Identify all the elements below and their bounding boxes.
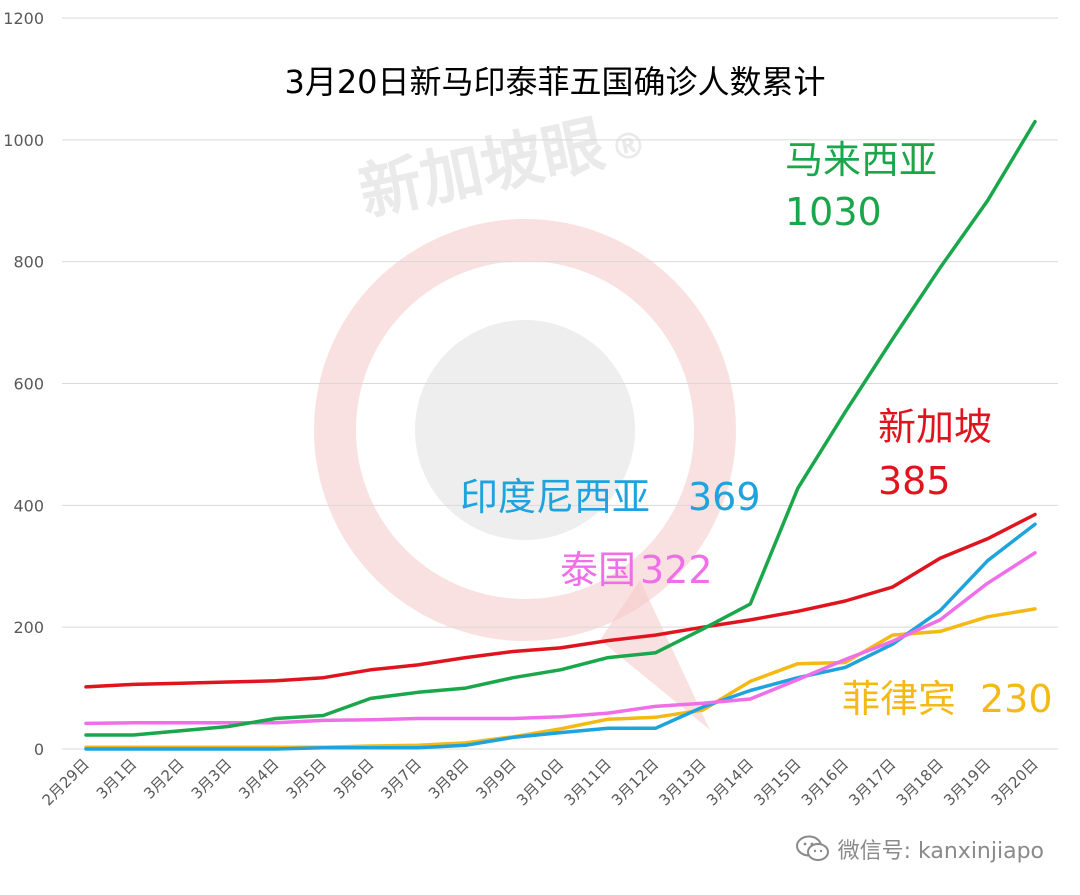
annotation-malaysia: 马来西亚 1030 xyxy=(785,138,937,234)
annotation-malaysia-name: 马来西亚 xyxy=(785,138,937,182)
annotation-singapore-name: 新加坡 xyxy=(878,405,992,449)
watermark-text: 新加坡眼® xyxy=(353,98,652,230)
annotation-indonesia: 印度尼西亚 369 xyxy=(460,475,761,519)
series-lines xyxy=(84,119,1037,751)
x-tick-label: 3月11日 xyxy=(561,755,615,809)
wechat-icon xyxy=(795,835,829,861)
footer-text: 微信号: kanxinjiapo xyxy=(837,839,1044,864)
footer: 微信号: kanxinjiapo xyxy=(795,833,1044,865)
x-tick-label: 3月7日 xyxy=(378,755,425,802)
x-tick-label: 3月4日 xyxy=(235,755,282,802)
y-tick-label: 1000 xyxy=(3,131,44,150)
annotation-philippines-name: 菲律宾 xyxy=(842,677,956,721)
watermark-logo xyxy=(314,219,736,730)
x-tick-label: 3月9日 xyxy=(472,755,519,802)
y-tick-label: 800 xyxy=(13,253,44,272)
x-tick-label: 3月1日 xyxy=(93,755,140,802)
y-tick-label: 0 xyxy=(34,740,44,759)
series-line-4 xyxy=(84,607,1037,749)
x-tick-label: 3月16日 xyxy=(798,755,852,809)
x-tick-label: 3月6日 xyxy=(330,755,377,802)
annotation-thailand-name: 泰国 xyxy=(560,548,636,592)
x-tick-label: 3月5日 xyxy=(283,755,330,802)
annotation-indonesia-name: 印度尼西亚 xyxy=(460,475,650,519)
annotation-philippines: 菲律宾 230 xyxy=(842,677,1053,721)
y-tick-label: 400 xyxy=(13,496,44,515)
x-tick-label: 3月17日 xyxy=(845,755,899,809)
y-tick-label: 1200 xyxy=(3,9,44,28)
x-tick-label: 3月18日 xyxy=(893,755,947,809)
annotation-thailand: 泰国 322 xyxy=(560,548,713,592)
series-line-2 xyxy=(84,522,1037,751)
y-tick-label: 600 xyxy=(13,375,44,394)
chart-title: 3月20日新马印泰菲五国确诊人数累计 xyxy=(284,63,825,101)
annotation-malaysia-value: 1030 xyxy=(785,190,882,234)
annotation-philippines-value: 230 xyxy=(980,677,1053,721)
y-tick-label: 200 xyxy=(13,618,44,637)
annotation-thailand-value: 322 xyxy=(640,548,713,592)
x-tick-label: 3月12日 xyxy=(608,755,662,809)
x-tick-label: 3月15日 xyxy=(750,755,804,809)
series-line-1 xyxy=(84,512,1037,689)
series-line-0 xyxy=(84,119,1037,737)
x-tick-label: 3月14日 xyxy=(703,755,757,809)
annotation-singapore: 新加坡 385 xyxy=(878,405,992,503)
x-tick-label: 3月19日 xyxy=(940,755,994,809)
x-tick-label: 3月13日 xyxy=(655,755,709,809)
x-tick-label: 3月10日 xyxy=(513,755,567,809)
x-tick-label: 2月29日 xyxy=(39,755,93,809)
x-tick-label: 3月8日 xyxy=(425,755,472,802)
annotation-singapore-value: 385 xyxy=(878,459,951,503)
y-axis: 0 200 400 600 800 1000 1200 xyxy=(3,9,44,759)
x-tick-label: 3月20日 xyxy=(988,755,1042,809)
x-axis: 2月29日 3月1日 3月2日 3月3日 3月4日 3月5日 3月6日 3月7日 3月8日 3月9… xyxy=(39,755,1042,809)
x-tick-label: 3月2日 xyxy=(140,755,187,802)
x-tick-label: 3月3日 xyxy=(188,755,235,802)
annotation-indonesia-value: 369 xyxy=(688,475,761,519)
